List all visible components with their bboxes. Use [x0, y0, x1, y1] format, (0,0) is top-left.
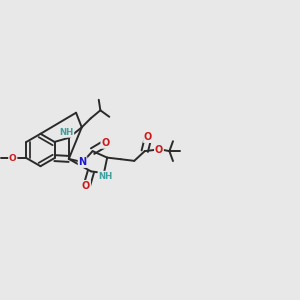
Text: N: N [79, 157, 87, 167]
Text: NH: NH [98, 172, 112, 181]
Text: O: O [155, 145, 163, 154]
Text: O: O [101, 138, 110, 148]
Text: NH: NH [59, 128, 74, 137]
Text: O: O [144, 132, 152, 142]
Text: O: O [9, 154, 17, 163]
Text: O: O [82, 181, 90, 191]
